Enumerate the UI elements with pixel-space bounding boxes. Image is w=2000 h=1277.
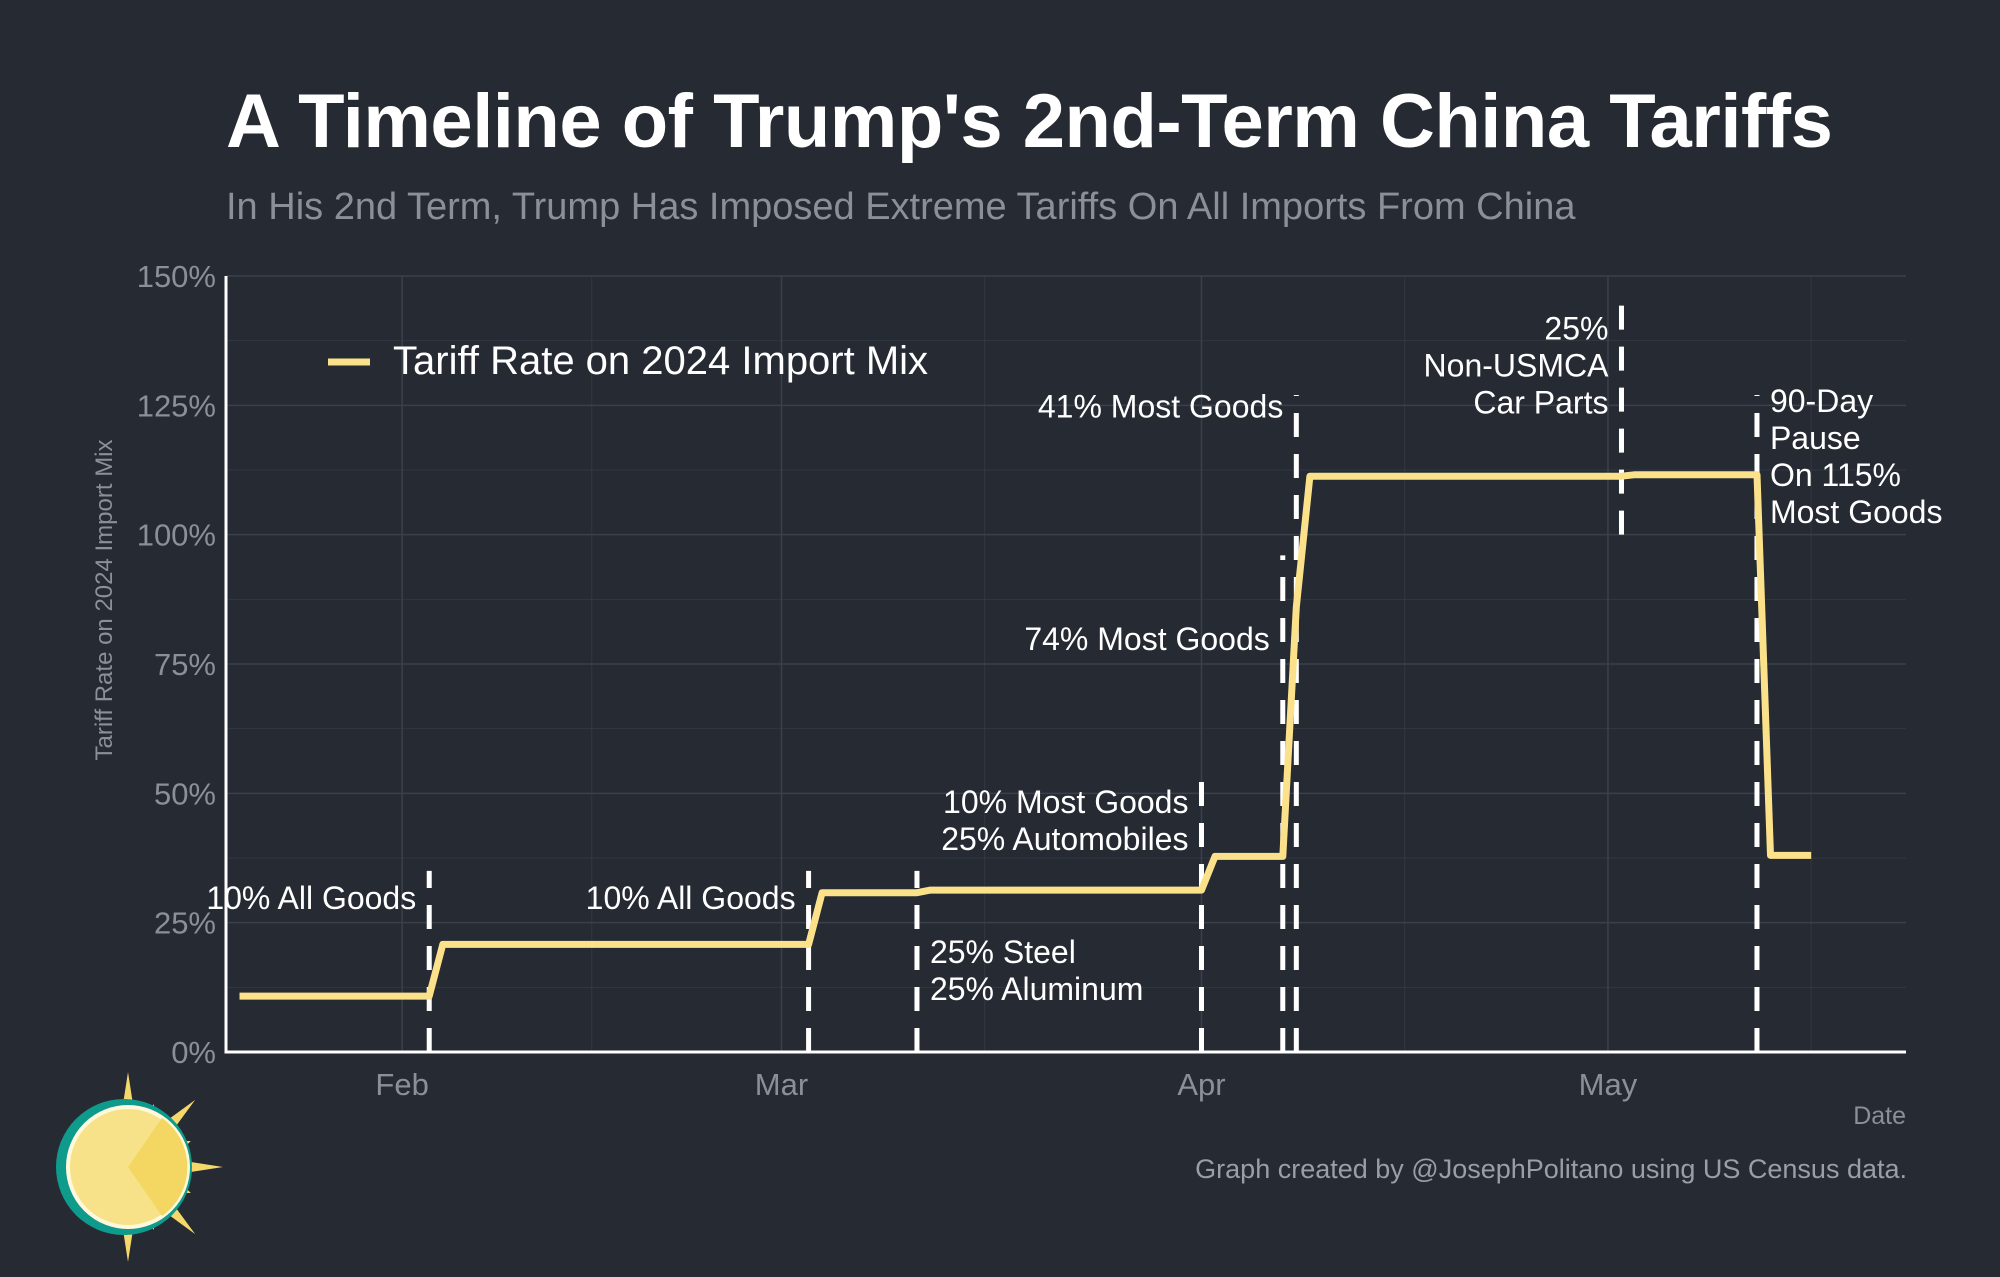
event-annotation-label: 25% xyxy=(1544,311,1608,347)
event-annotation-label: Non-USMCA xyxy=(1424,348,1610,384)
sun-logo-icon xyxy=(56,1072,223,1262)
event-annotation-label: Car Parts xyxy=(1473,385,1608,421)
y-tick-label: 100% xyxy=(137,518,216,553)
series-line-tariff-rate xyxy=(239,471,1812,1000)
event-annotation-label: Pause xyxy=(1770,420,1861,456)
x-tick-label: Apr xyxy=(1177,1067,1225,1102)
y-tick-label: 150% xyxy=(137,259,216,294)
event-annotation-label: 10% All Goods xyxy=(206,880,416,916)
event-annotation-label: Most Goods xyxy=(1770,494,1943,530)
y-tick-label: 75% xyxy=(154,647,216,682)
event-annotation-label: 10% All Goods xyxy=(586,880,796,916)
event-annotation-label: 25% Steel xyxy=(930,934,1076,970)
y-tick-label: 0% xyxy=(171,1035,216,1070)
logo-sun-wedge xyxy=(128,1118,188,1216)
y-axis-title: Tariff Rate on 2024 Import Mix xyxy=(91,439,118,760)
event-annotation-label: 90-Day xyxy=(1770,383,1873,419)
event-annotation-label: 25% Aluminum xyxy=(930,971,1143,1007)
event-annotation-label: 10% Most Goods xyxy=(943,784,1188,820)
legend-label: Tariff Rate on 2024 Import Mix xyxy=(393,339,928,383)
event-annotation-label: 74% Most Goods xyxy=(1024,621,1269,657)
x-tick-label: Mar xyxy=(755,1067,808,1102)
event-annotation-label: 41% Most Goods xyxy=(1038,388,1283,424)
x-axis-title: Date xyxy=(1853,1102,1906,1130)
y-tick-label: 125% xyxy=(137,388,216,423)
y-tick-label: 25% xyxy=(154,906,216,941)
chart-title: A Timeline of Trump's 2nd-Term China Tar… xyxy=(226,79,1833,164)
event-annotation-label: On 115% xyxy=(1770,457,1901,493)
chart-subtitle: In His 2nd Term, Trump Has Imposed Extre… xyxy=(226,186,1576,228)
source-credit: Graph created by @JosephPolitano using U… xyxy=(1195,1154,1907,1184)
event-annotation-label: 25% Automobiles xyxy=(941,821,1188,857)
x-tick-label: Feb xyxy=(375,1067,428,1102)
x-tick-label: May xyxy=(1579,1067,1638,1102)
y-tick-label: 50% xyxy=(154,776,216,811)
